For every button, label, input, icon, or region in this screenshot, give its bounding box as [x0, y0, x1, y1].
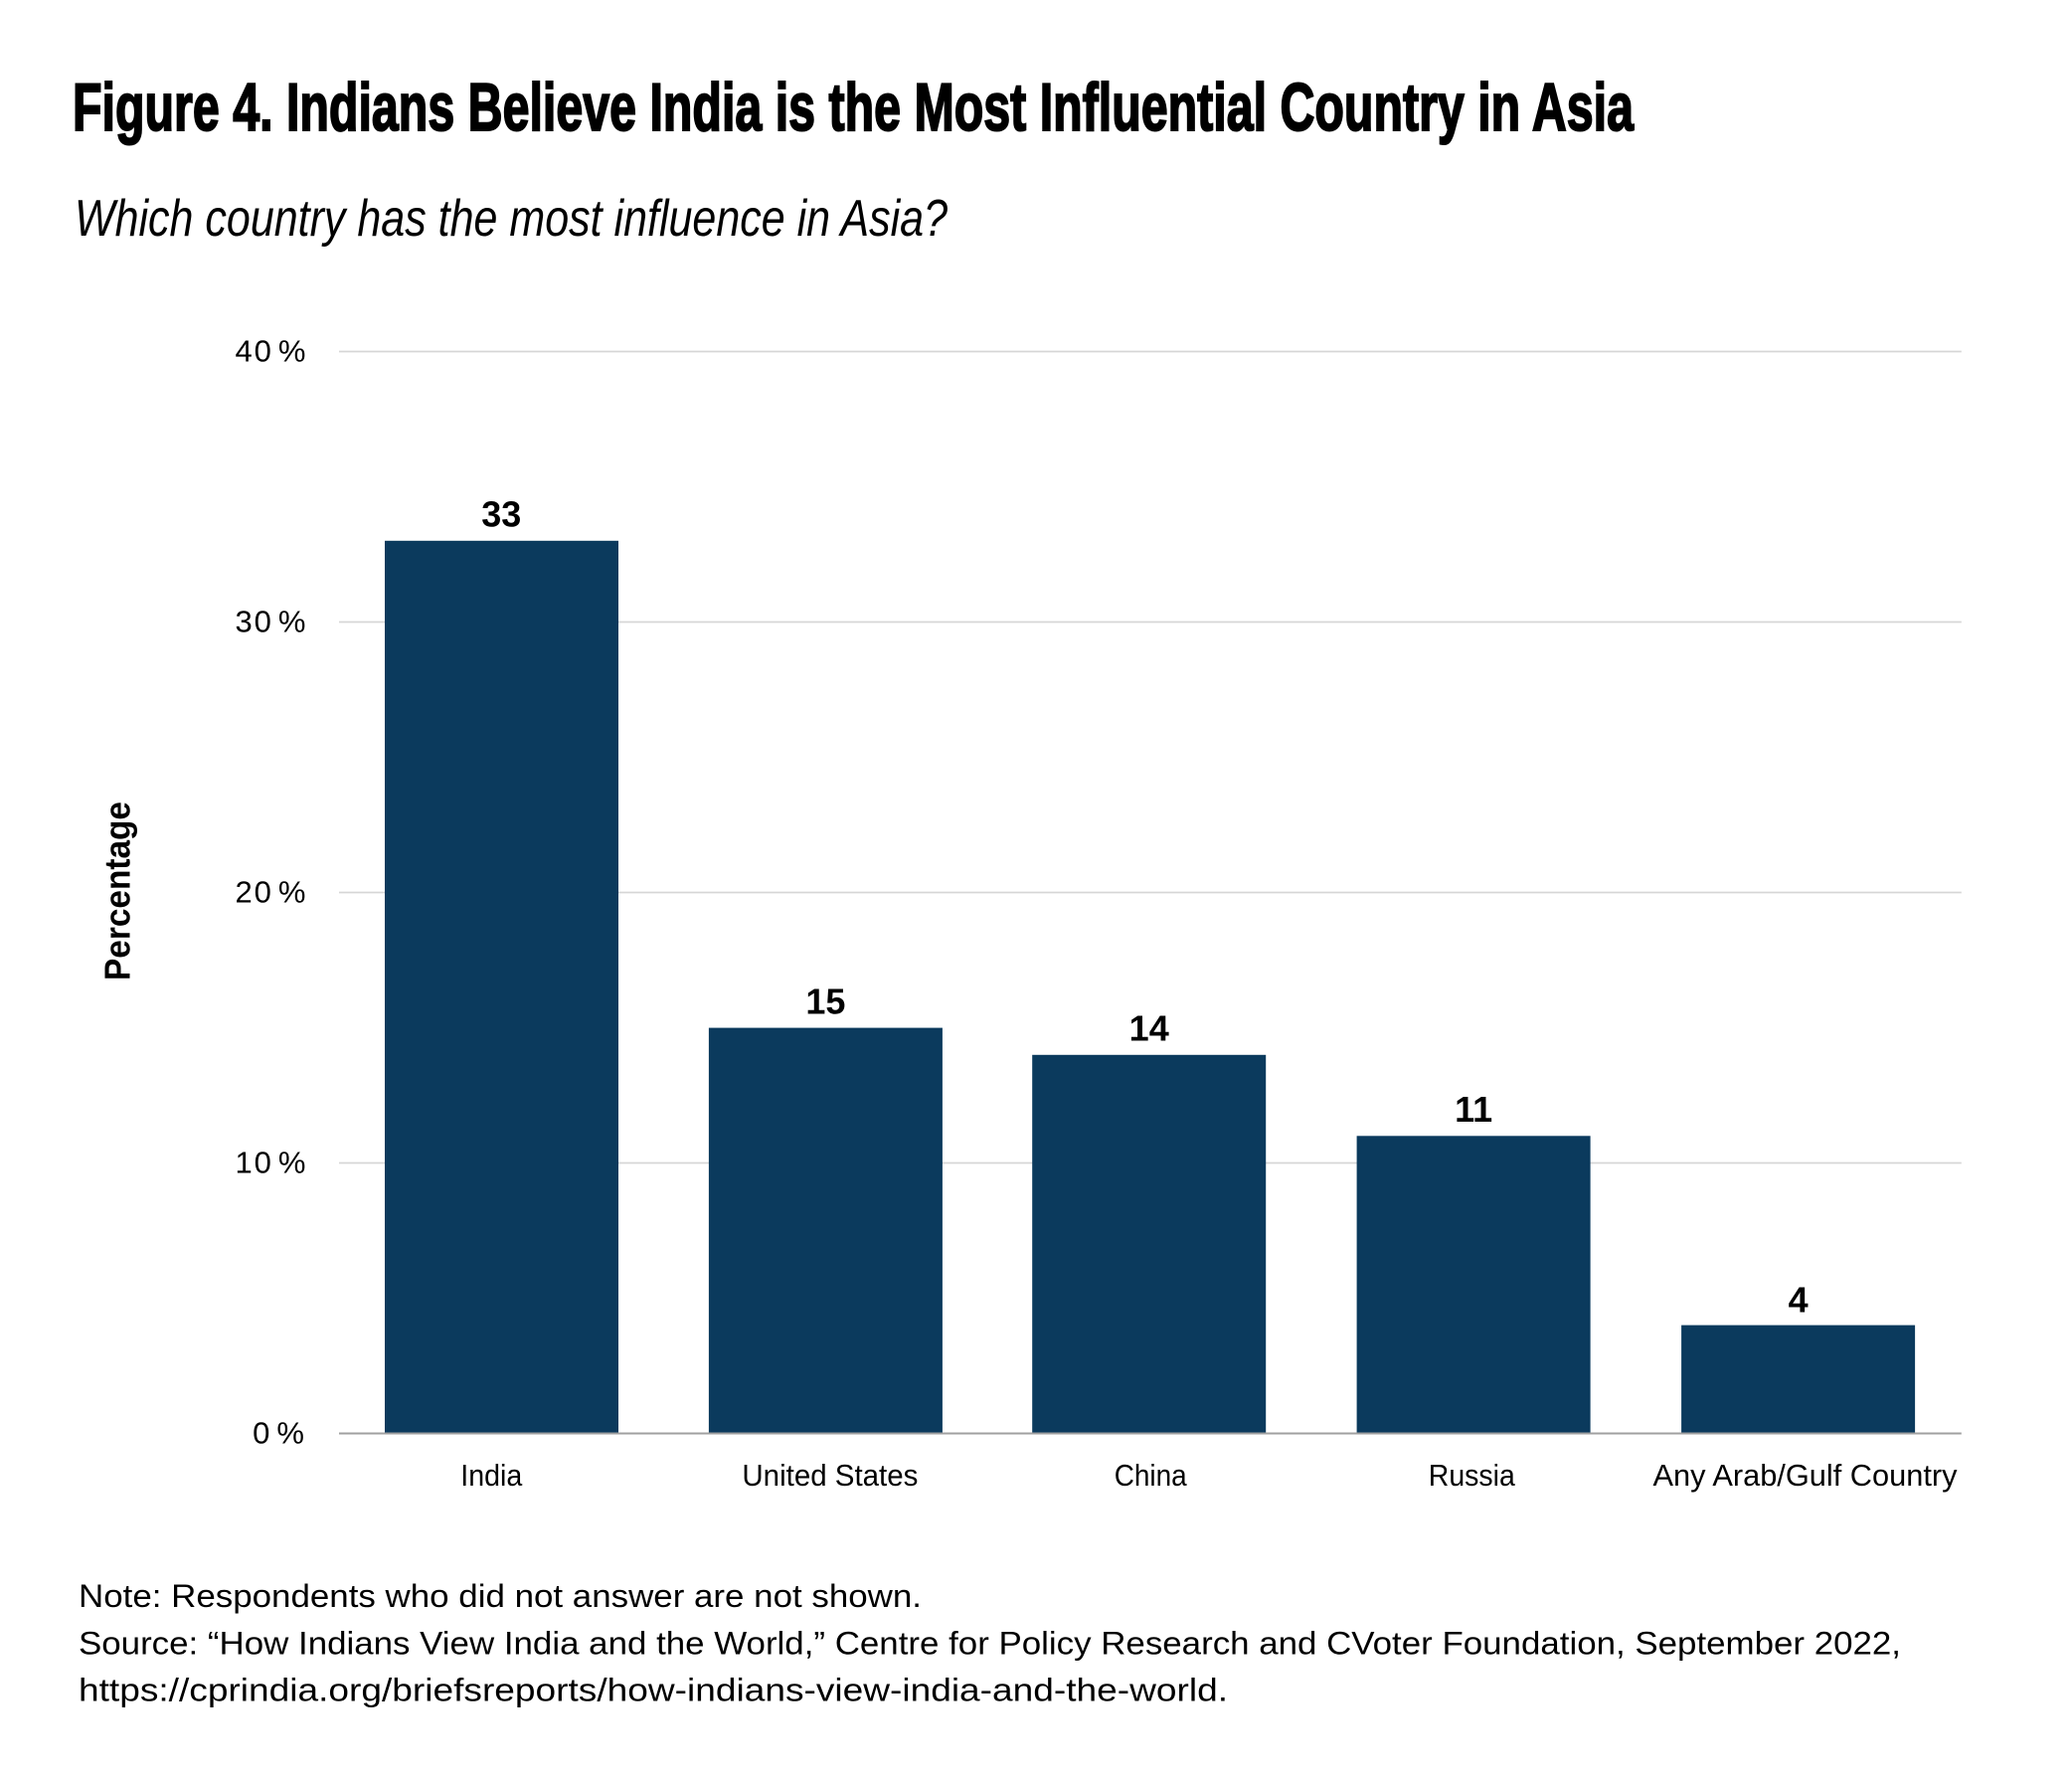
svg-text:11: 11: [1455, 1089, 1492, 1130]
svg-text:30%: 30%: [235, 605, 307, 639]
svg-text:4: 4: [1789, 1280, 1809, 1321]
svg-text:Percentage: Percentage: [97, 801, 138, 980]
svg-text:China: China: [1115, 1458, 1188, 1493]
svg-text:Note: Respondents who did not: Note: Respondents who did not answer are…: [79, 1578, 922, 1614]
svg-text:United States: United States: [742, 1458, 918, 1493]
svg-text:Figure 4. Indians Believe Indi: Figure 4. Indians Believe India is the M…: [73, 70, 1635, 145]
svg-text:https://cprindia.org/briefsrep: https://cprindia.org/briefsreports/how-i…: [79, 1673, 1228, 1708]
svg-text:40%: 40%: [235, 334, 307, 369]
svg-text:Which country has the most inf: Which country has the most influence in …: [75, 190, 948, 248]
svg-text:20%: 20%: [235, 875, 307, 910]
svg-text:Source: “How Indians View Indi: Source: “How Indians View India and the …: [79, 1626, 1901, 1662]
svg-text:10%: 10%: [235, 1146, 307, 1180]
svg-text:Russia: Russia: [1429, 1458, 1516, 1493]
svg-text:0%: 0%: [253, 1416, 306, 1451]
svg-text:14: 14: [1129, 1008, 1169, 1049]
svg-text:India: India: [460, 1458, 523, 1493]
svg-text:15: 15: [805, 980, 845, 1021]
svg-text:Any Arab/Gulf Country: Any Arab/Gulf Country: [1653, 1458, 1958, 1493]
svg-text:33: 33: [481, 494, 521, 535]
